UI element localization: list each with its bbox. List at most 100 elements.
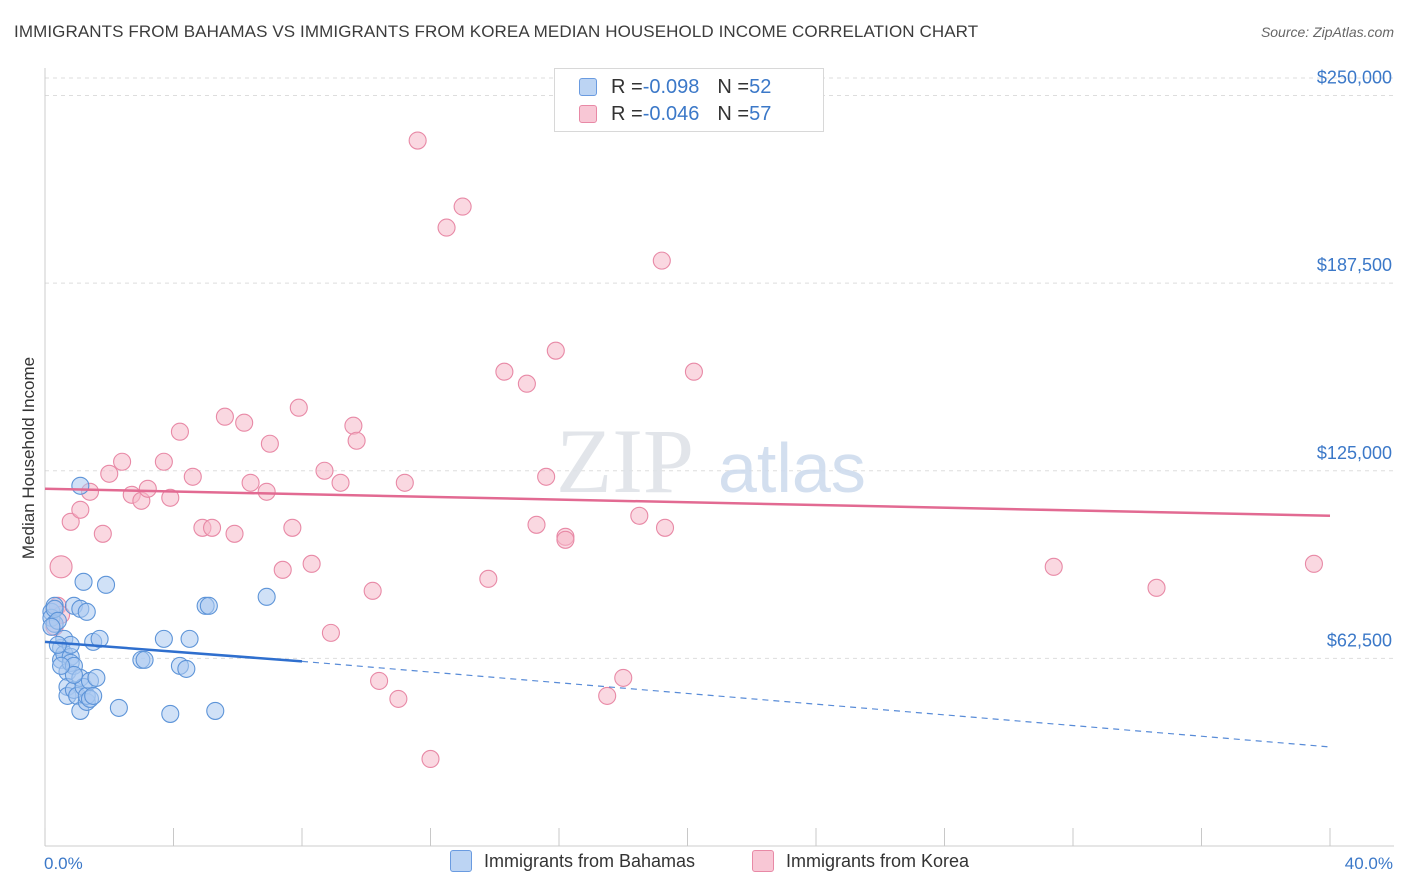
point-korea — [537, 467, 556, 486]
point-bahamas — [161, 704, 180, 723]
point-bahamas — [206, 701, 225, 720]
point-bahamas — [52, 656, 71, 675]
point-bahamas — [257, 587, 276, 606]
point-bahamas — [154, 629, 173, 648]
bottom-legend-bahamas: Immigrants from Bahamas — [450, 850, 695, 872]
x-tick-label: 40.0% — [1345, 854, 1393, 873]
point-korea — [598, 686, 617, 705]
point-bahamas — [64, 665, 83, 684]
point-korea — [161, 488, 180, 507]
source-label: Source: ZipAtlas.com — [1260, 24, 1394, 40]
point-korea — [302, 554, 321, 573]
point-bahamas — [90, 629, 109, 648]
point-korea — [283, 518, 302, 537]
point-bahamas — [71, 476, 90, 495]
point-bahamas — [180, 629, 199, 648]
trend-line-korea — [44, 487, 1331, 518]
point-korea — [61, 512, 80, 531]
point-korea — [71, 500, 90, 519]
legend-n-label: N = — [717, 75, 750, 98]
point-korea — [652, 251, 671, 270]
bottom-legend-label-korea: Immigrants from Korea — [786, 850, 970, 871]
legend-r-label: R = — [611, 75, 643, 98]
x-tick-label: 0.0% — [44, 854, 83, 873]
point-korea — [556, 530, 575, 549]
point-korea — [408, 131, 427, 150]
point-korea — [273, 560, 292, 579]
point-bahamas — [84, 686, 103, 705]
trend-lines — [44, 487, 1331, 748]
point-korea — [630, 506, 649, 525]
gridlines — [45, 77, 1394, 659]
axes — [44, 68, 1394, 847]
point-korea — [1147, 578, 1166, 597]
point-korea — [93, 524, 112, 543]
point-bahamas — [74, 572, 93, 591]
point-bahamas — [177, 659, 196, 678]
point-korea — [453, 197, 472, 216]
legend-r-value: -0.046 — [642, 102, 700, 125]
point-korea — [614, 668, 633, 687]
point-bahamas — [199, 596, 218, 615]
point-korea — [257, 482, 276, 501]
point-korea — [260, 434, 279, 453]
point-korea — [49, 555, 73, 579]
point-korea — [235, 413, 254, 432]
series-bahamas — [42, 476, 276, 723]
point-bahamas — [135, 650, 154, 669]
y-tick-label: $125,000 — [1317, 443, 1392, 463]
legend-swatch-bahamas — [579, 78, 597, 96]
point-korea — [331, 473, 350, 492]
tick-labels: $62,500 $125,000 $187,500 $250,000 0.0% 40.0% — [44, 68, 1393, 873]
watermark-zip: ZIP — [556, 410, 694, 512]
legend-n-label: N = — [717, 102, 750, 125]
point-korea — [315, 461, 334, 480]
point-korea — [225, 524, 244, 543]
data-points — [42, 131, 1323, 768]
point-bahamas — [109, 698, 128, 717]
point-korea — [684, 362, 703, 381]
point-korea — [479, 569, 498, 588]
bottom-legend-label-bahamas: Immigrants from Bahamas — [484, 850, 696, 871]
legend-n-value: 57 — [749, 102, 772, 125]
point-korea — [1304, 554, 1323, 573]
point-korea — [527, 515, 546, 534]
point-korea — [421, 749, 440, 768]
legend-row-korea: R = -0.046 N = 57 — [579, 100, 771, 128]
point-korea — [370, 671, 389, 690]
point-bahamas — [42, 617, 61, 636]
point-korea — [154, 452, 173, 471]
point-korea — [395, 473, 414, 492]
point-korea — [170, 422, 189, 441]
point-bahamas — [77, 602, 96, 621]
point-korea — [289, 398, 308, 417]
point-korea — [389, 689, 408, 708]
point-korea — [495, 362, 514, 381]
y-tick-label: $187,500 — [1317, 255, 1392, 275]
watermark: ZIP atlas — [556, 410, 866, 512]
point-bahamas — [87, 668, 106, 687]
point-bahamas — [48, 635, 67, 654]
y-tick-label: $62,500 — [1327, 630, 1392, 650]
legend-r-label: R = — [611, 102, 643, 125]
point-korea — [203, 518, 222, 537]
point-korea — [100, 464, 119, 483]
point-korea — [347, 431, 366, 450]
legend-row-bahamas: R = -0.098 N = 52 — [579, 73, 771, 101]
point-korea — [1044, 557, 1063, 576]
y-axis-label: Median Household Income — [19, 357, 38, 559]
chart-title: IMMIGRANTS FROM BAHAMAS VS IMMIGRANTS FR… — [14, 22, 979, 41]
point-korea — [517, 374, 536, 393]
point-korea — [655, 518, 675, 537]
point-korea — [215, 407, 234, 426]
bottom-legend-swatch-korea — [752, 850, 774, 872]
legend-n-value: 52 — [749, 75, 772, 98]
bottom-legend-korea: Immigrants from Korea — [752, 850, 969, 872]
point-korea — [437, 218, 456, 237]
point-korea — [363, 581, 382, 600]
trend-line-bahamas — [44, 640, 303, 663]
bottom-legend-swatch-bahamas — [450, 850, 472, 872]
legend-swatch-korea — [579, 105, 597, 123]
y-tick-label: $250,000 — [1317, 68, 1392, 88]
